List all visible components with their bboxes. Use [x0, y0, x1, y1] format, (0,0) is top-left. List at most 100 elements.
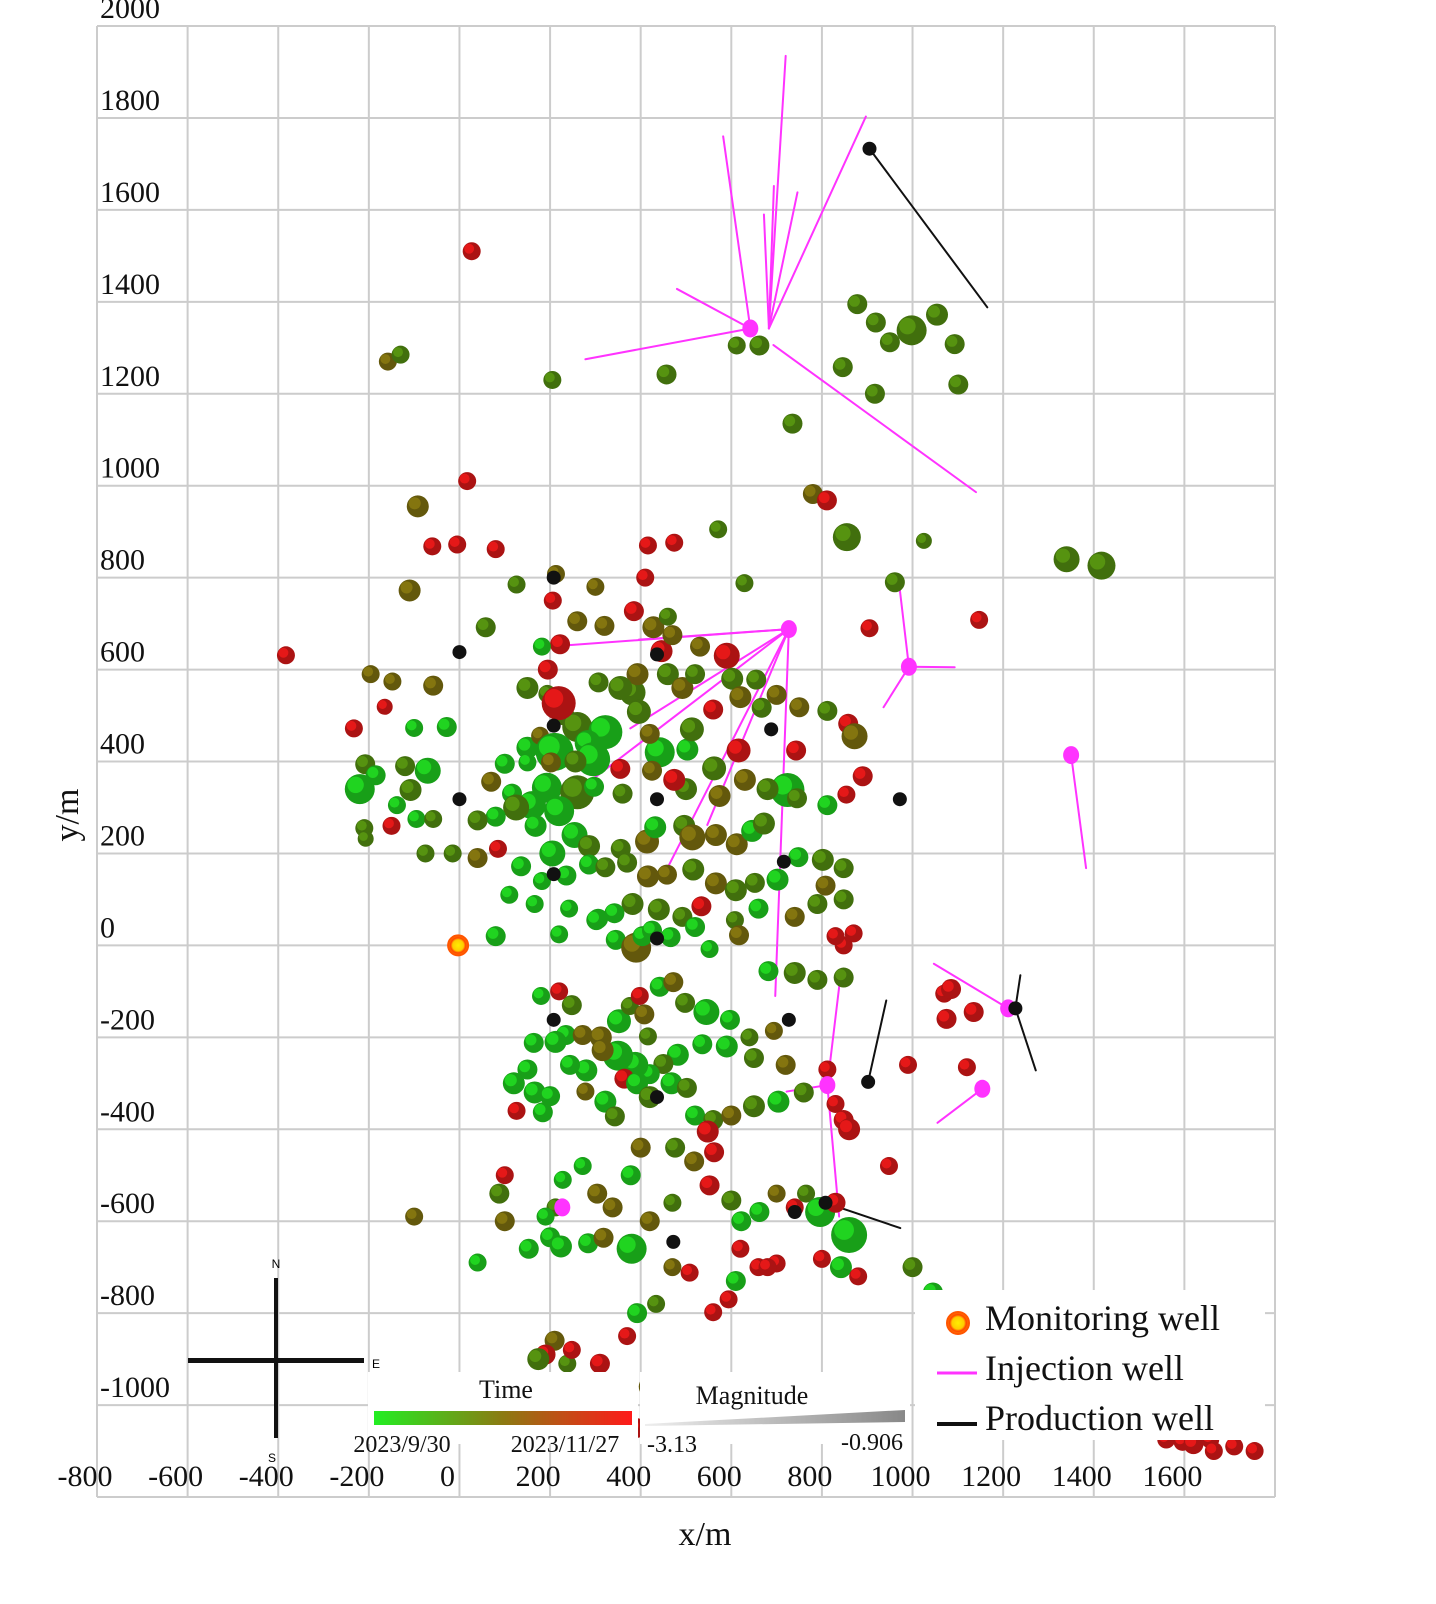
event-point-highlight — [596, 617, 608, 629]
event-point-highlight — [917, 534, 927, 544]
colorbar-end: 2023/11/27 — [511, 1432, 619, 1458]
event-point-highlight — [400, 581, 413, 594]
event-point-highlight — [518, 738, 531, 751]
event-point-highlight — [828, 928, 838, 939]
event-point-highlight — [424, 538, 435, 549]
event-point-highlight — [693, 898, 705, 910]
event-point-highlight — [721, 1011, 733, 1023]
x-tick-label: 400 — [606, 1460, 651, 1493]
event-point-highlight — [769, 1092, 782, 1105]
legend-monitoring-icon — [946, 1311, 970, 1335]
event-point-highlight — [490, 841, 501, 852]
event-point-highlight — [674, 908, 686, 920]
event-point-highlight — [777, 1056, 789, 1068]
event-point-highlight — [347, 776, 364, 794]
x-tick-label: 200 — [516, 1460, 561, 1493]
time-colorbar: Time 2023/9/30 2023/11/27 — [353, 1372, 638, 1458]
y-tick-label: 1600 — [100, 176, 160, 209]
event-point-highlight — [651, 978, 663, 990]
event-point-highlight — [741, 1029, 752, 1040]
event-point-highlight — [482, 773, 494, 785]
event-point-highlight — [681, 826, 696, 841]
event-point-highlight — [519, 1061, 531, 1073]
event-point-highlight — [665, 973, 677, 985]
event-point-highlight — [768, 686, 780, 698]
injection-well-branch — [932, 962, 1010, 1010]
x-tick-label: -400 — [239, 1460, 294, 1493]
event-point-highlight — [596, 1092, 609, 1105]
event-point-highlight — [664, 1259, 675, 1270]
event-point-highlight — [784, 415, 796, 427]
event-point-highlight — [694, 1035, 706, 1047]
event-point-highlight — [346, 720, 357, 731]
event-point-highlight — [520, 1240, 532, 1252]
event-point-highlight — [1206, 1443, 1217, 1454]
event-point-highlight — [526, 816, 539, 829]
event-point-highlight — [606, 904, 618, 916]
tick-labels: -800 -600 -400 -200 0 200 400 600 800 1000 1200 140… — [58, 0, 1203, 1493]
event-point-highlight — [591, 1028, 604, 1041]
event-point-highlight — [546, 1332, 558, 1344]
event-point-highlight — [449, 537, 460, 547]
event-point-highlight — [839, 715, 851, 727]
wellheads — [447, 141, 1080, 1249]
production-wellhead — [818, 1195, 833, 1210]
event-point-highlight — [591, 1355, 603, 1367]
event-point-highlight — [946, 335, 958, 347]
event-point-highlight — [406, 1209, 417, 1220]
event-point-highlight — [380, 354, 391, 365]
event-point-highlight — [558, 867, 570, 879]
event-point-highlight — [590, 674, 602, 686]
event-point-highlight — [665, 770, 678, 783]
event-point-highlight — [721, 1291, 732, 1302]
injection-well-branch — [767, 115, 867, 330]
event-point-highlight — [538, 1209, 548, 1220]
event-point-highlight — [728, 740, 742, 754]
injection-well-branch — [772, 344, 977, 494]
event-point-highlight — [534, 1103, 546, 1115]
event-point-highlight — [769, 1186, 780, 1197]
x-tick-label: 1200 — [961, 1460, 1021, 1493]
event-point-highlight — [487, 808, 499, 820]
event-point-highlight — [646, 818, 659, 831]
event-point-highlight — [1055, 548, 1071, 563]
event-point-highlight — [627, 1074, 641, 1087]
event-point-highlight — [676, 994, 688, 1006]
magnitude-backdrop — [640, 1372, 910, 1444]
event-point-highlight — [501, 887, 512, 898]
event-point-highlight — [819, 1062, 830, 1072]
production-wellhead — [650, 931, 665, 946]
colorbar-backdrop — [368, 1372, 638, 1444]
event-point-highlight — [546, 798, 564, 816]
event-point-highlight — [541, 1228, 553, 1240]
event-point-highlight — [959, 1059, 970, 1070]
y-tick-label: 2000 — [100, 0, 160, 25]
production-wellhead — [546, 867, 561, 882]
event-point-highlight — [673, 678, 686, 691]
event-point-highlight — [746, 874, 758, 886]
event-point-highlight — [579, 836, 593, 850]
event-point-highlight — [424, 677, 436, 689]
event-point-highlight — [551, 983, 562, 994]
event-point-highlight — [834, 1220, 854, 1240]
event-point-highlight — [790, 848, 802, 860]
event-point-highlight — [705, 1304, 716, 1315]
y-tick-label: -600 — [100, 1187, 155, 1220]
event-point-highlight — [843, 725, 859, 740]
event-point-highlight — [622, 1166, 634, 1178]
event-point-highlight — [566, 752, 579, 765]
event-point-highlight — [545, 593, 556, 604]
event-point-highlight — [760, 962, 772, 974]
event-point-highlight — [640, 537, 651, 548]
event-point-highlight — [538, 736, 560, 757]
injection-wellhead — [900, 657, 917, 676]
event-point-highlight — [743, 821, 756, 834]
event-point-highlight — [786, 908, 798, 920]
event-point-highlight — [529, 1349, 542, 1363]
event-point-highlight — [831, 1258, 844, 1271]
event-point-highlight — [904, 1258, 916, 1270]
event-point-highlight — [723, 1107, 735, 1119]
event-point-highlight — [835, 891, 847, 903]
event-point-highlight — [927, 305, 940, 318]
event-point-highlight — [1089, 554, 1106, 570]
